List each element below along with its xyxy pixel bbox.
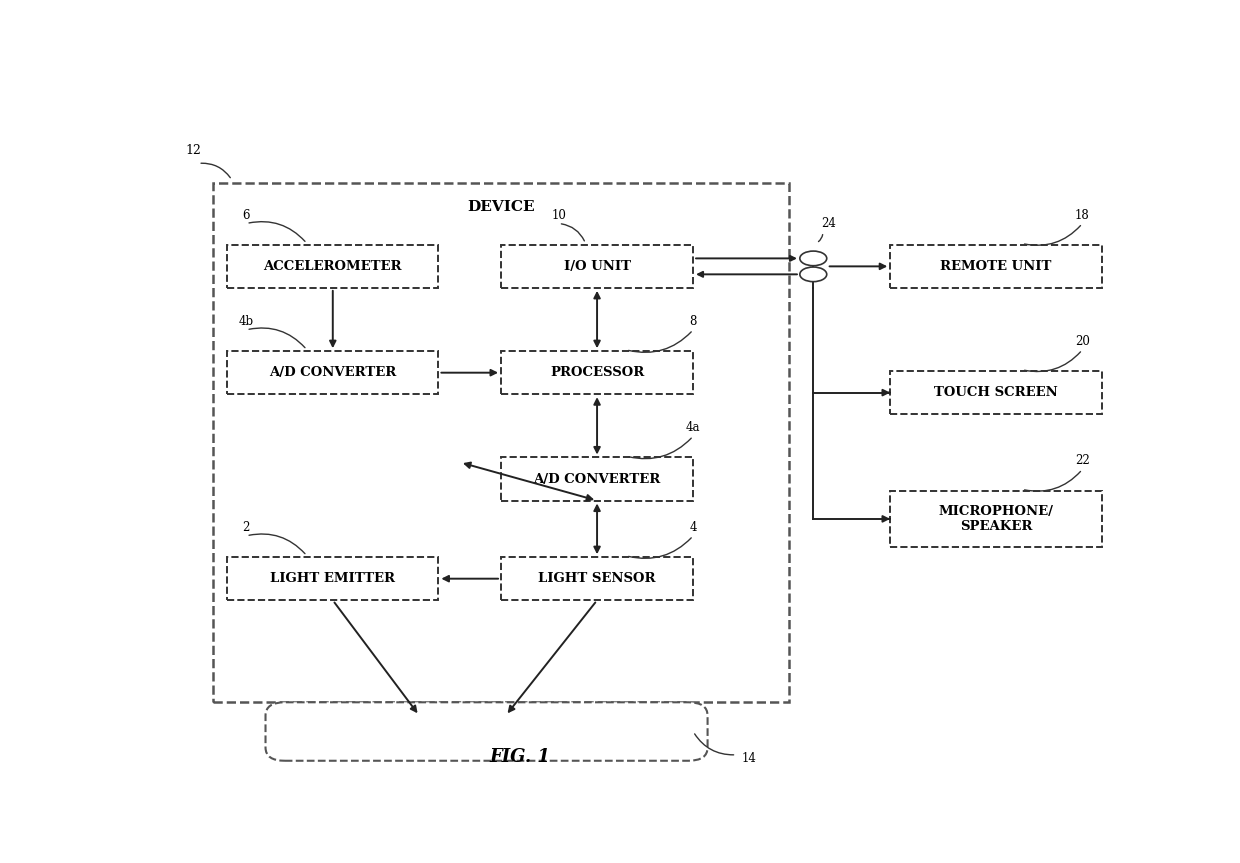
Bar [890, 245, 1101, 288]
Bar [227, 557, 439, 601]
Bar [890, 491, 1101, 547]
Text: 20: 20 [1075, 335, 1090, 348]
Text: 4b: 4b [239, 315, 254, 328]
Bar [501, 351, 693, 394]
Text: 14: 14 [742, 752, 756, 765]
Ellipse shape [800, 267, 827, 281]
Bar [501, 245, 693, 288]
Text: ACCELEROMETER: ACCELEROMETER [264, 260, 402, 273]
Text: LIGHT EMITTER: LIGHT EMITTER [270, 572, 396, 585]
Text: 6: 6 [243, 209, 250, 222]
Text: FIG. 1: FIG. 1 [490, 748, 551, 766]
Text: TOUCH SCREEN: TOUCH SCREEN [934, 386, 1058, 399]
Text: 4a: 4a [686, 421, 701, 434]
Text: REMOTE UNIT: REMOTE UNIT [940, 260, 1052, 273]
Bar [213, 183, 789, 702]
Bar [501, 557, 693, 601]
Text: 18: 18 [1075, 209, 1090, 222]
Text: A/D CONVERTER: A/D CONVERTER [269, 366, 397, 379]
Text: MICROPHONE/
SPEAKER: MICROPHONE/ SPEAKER [939, 505, 1053, 532]
Text: 10: 10 [552, 209, 565, 222]
Text: 12: 12 [186, 144, 201, 157]
Bar [227, 351, 439, 394]
Bar [501, 457, 693, 501]
Text: 24: 24 [821, 217, 836, 230]
Text: 8: 8 [689, 315, 697, 328]
FancyBboxPatch shape [265, 702, 708, 761]
Text: PROCESSOR: PROCESSOR [549, 366, 645, 379]
Bar [890, 371, 1101, 414]
Text: DEVICE: DEVICE [467, 200, 534, 214]
Ellipse shape [800, 251, 827, 266]
Text: 22: 22 [1075, 455, 1090, 468]
Text: LIGHT SENSOR: LIGHT SENSOR [538, 572, 656, 585]
Text: A/D CONVERTER: A/D CONVERTER [533, 473, 661, 486]
Bar [227, 245, 439, 288]
Text: 2: 2 [243, 521, 250, 534]
Text: I/O UNIT: I/O UNIT [563, 260, 631, 273]
Text: 4: 4 [689, 521, 697, 534]
